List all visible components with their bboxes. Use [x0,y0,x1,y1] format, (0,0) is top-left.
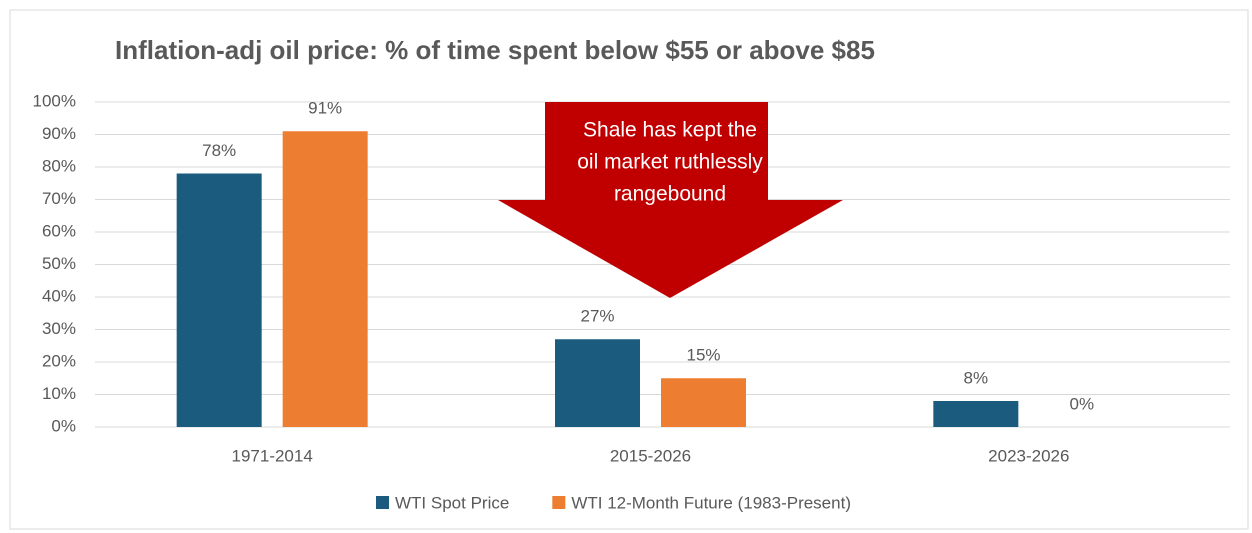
bar [176,173,262,427]
data-label: 8% [964,368,989,387]
data-label: 78% [202,141,236,160]
x-tick-label: 2023-2026 [988,446,1069,465]
y-tick-label: 100% [33,91,76,110]
x-tick-label: 2015-2026 [610,446,691,465]
y-tick-label: 70% [42,189,76,208]
legend-label: WTI 12-Month Future (1983-Present) [571,493,851,512]
bar [555,339,640,427]
annotation-text: oil market ruthlessly [577,151,763,174]
bar [933,401,1019,427]
data-label: 27% [580,307,614,326]
y-tick-label: 60% [42,221,76,240]
plot-area: 0% 10% 20% 30% 40% 50% 60% 70% 80% 90% 100% 1971-20… [33,91,1230,465]
data-label: 91% [308,99,342,118]
y-tick-label: 20% [42,351,76,370]
y-tick-label: 0% [51,416,76,435]
y-tick-label: 10% [42,384,76,403]
bar [282,131,368,427]
annotation-text: rangebound [614,183,726,206]
x-tick-label: 1971-2014 [232,446,313,465]
bar [661,378,746,427]
chart-title: Inflation-adj oil price: % of time spent… [115,35,875,65]
legend-swatch [552,496,566,509]
y-tick-label: 40% [42,286,76,305]
y-tick-label: 50% [42,254,76,273]
annotation-text: Shale has kept the [583,119,757,142]
annotation-arrow [498,102,843,298]
legend-label: WTI Spot Price [395,493,509,512]
y-tick-label: 80% [42,156,76,175]
data-label: 15% [686,346,720,365]
y-tick-label: 90% [42,124,76,143]
y-tick-label: 30% [42,319,76,338]
data-label: 0% [1070,394,1095,413]
legend-swatch [376,496,389,509]
